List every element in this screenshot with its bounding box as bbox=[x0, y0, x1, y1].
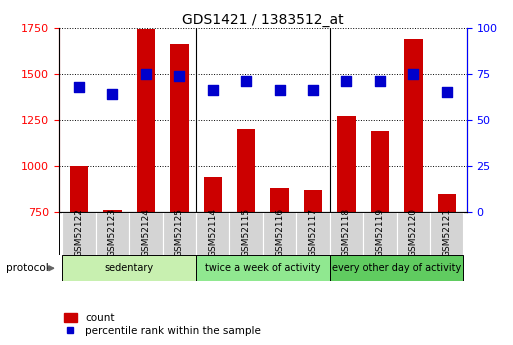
Bar bbox=[304, 190, 322, 212]
Bar bbox=[371, 131, 389, 212]
Bar bbox=[137, 29, 155, 212]
Title: GDS1421 / 1383512_at: GDS1421 / 1383512_at bbox=[182, 12, 344, 27]
Text: GSM52121: GSM52121 bbox=[442, 208, 451, 257]
Bar bbox=[63, 212, 96, 255]
Text: GSM52115: GSM52115 bbox=[242, 208, 251, 257]
Point bbox=[409, 71, 418, 77]
Bar bbox=[229, 212, 263, 255]
Point bbox=[342, 78, 350, 84]
Text: twice a week of activity: twice a week of activity bbox=[205, 263, 321, 273]
Bar bbox=[430, 212, 463, 255]
Bar bbox=[237, 129, 255, 212]
Bar bbox=[330, 212, 363, 255]
Text: GSM52114: GSM52114 bbox=[208, 208, 218, 257]
Bar bbox=[170, 44, 189, 212]
Text: GSM52122: GSM52122 bbox=[74, 208, 84, 257]
Bar bbox=[196, 212, 229, 255]
Bar bbox=[63, 255, 196, 281]
Bar bbox=[96, 212, 129, 255]
Bar bbox=[103, 210, 122, 212]
Text: GSM52119: GSM52119 bbox=[376, 208, 384, 257]
Text: sedentary: sedentary bbox=[105, 263, 154, 273]
Text: GSM52117: GSM52117 bbox=[308, 208, 318, 257]
Bar bbox=[270, 188, 289, 212]
Text: every other day of activity: every other day of activity bbox=[332, 263, 461, 273]
Point bbox=[175, 73, 184, 78]
Bar bbox=[204, 177, 222, 212]
Bar bbox=[404, 39, 423, 212]
Bar bbox=[129, 212, 163, 255]
Point bbox=[443, 89, 451, 95]
Bar bbox=[70, 166, 88, 212]
Legend: count, percentile rank within the sample: count, percentile rank within the sample bbox=[64, 313, 261, 336]
Point bbox=[209, 88, 217, 93]
Bar bbox=[438, 194, 456, 212]
Bar bbox=[397, 212, 430, 255]
Text: GSM52125: GSM52125 bbox=[175, 208, 184, 257]
Text: GSM52120: GSM52120 bbox=[409, 208, 418, 257]
Text: GSM52118: GSM52118 bbox=[342, 208, 351, 257]
Bar bbox=[196, 255, 330, 281]
Point bbox=[376, 78, 384, 84]
Point bbox=[242, 78, 250, 84]
Bar bbox=[363, 212, 397, 255]
Text: GSM52123: GSM52123 bbox=[108, 208, 117, 257]
Bar bbox=[297, 212, 330, 255]
Point bbox=[75, 84, 83, 89]
Bar bbox=[163, 212, 196, 255]
Text: GSM52116: GSM52116 bbox=[275, 208, 284, 257]
Bar bbox=[330, 255, 463, 281]
Bar bbox=[263, 212, 297, 255]
Text: protocol: protocol bbox=[6, 264, 49, 273]
Text: GSM52124: GSM52124 bbox=[142, 208, 150, 257]
Bar bbox=[337, 116, 356, 212]
Point bbox=[108, 91, 116, 97]
Point bbox=[309, 88, 317, 93]
Point bbox=[275, 88, 284, 93]
Point bbox=[142, 71, 150, 77]
